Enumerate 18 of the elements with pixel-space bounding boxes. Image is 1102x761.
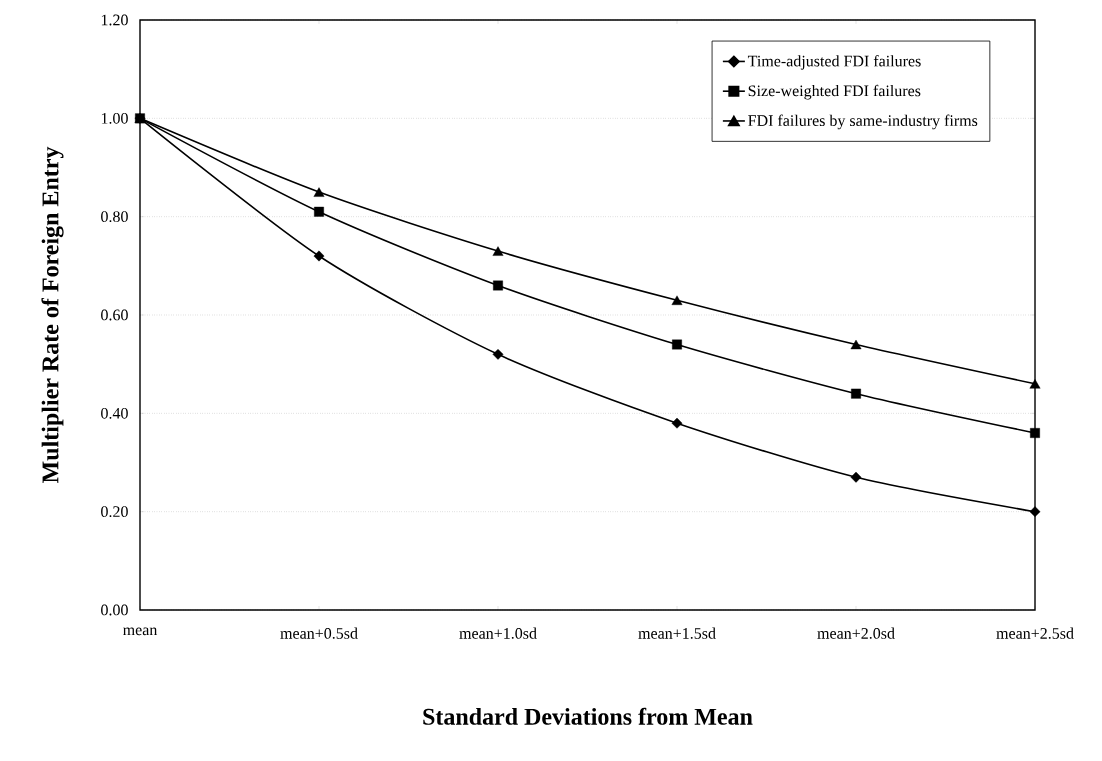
y-axis-title: Multiplier Rate of Foreign Entry: [41, 146, 64, 484]
y-tick-label: 0.60: [101, 309, 128, 321]
y-tick-label: 1.00: [101, 112, 128, 124]
x-tick-label: mean+2.0sd: [817, 627, 895, 639]
x-tick-label: mean+1.5sd: [638, 627, 716, 639]
legend-label: FDI failures by same-industry firms: [748, 114, 978, 130]
x-tick-label: mean+0.5sd: [280, 627, 358, 639]
y-tick-label: 1.20: [101, 14, 128, 26]
legend-label: Size-weighted FDI failures: [748, 84, 921, 100]
y-tick-label: 0.80: [101, 211, 128, 223]
x-tick-label: mean: [123, 627, 158, 636]
x-tick-label: mean+2.5sd: [996, 627, 1074, 639]
legend-label: Time-adjusted FDI failures: [747, 55, 921, 70]
y-tick-label: 0.20: [101, 506, 128, 518]
y-tick-label: 0.40: [101, 407, 128, 419]
x-axis-title: Standard Deviations from Mean: [423, 707, 753, 725]
x-tick-label: mean+1.0sd: [459, 627, 537, 639]
y-tick-label: 0.00: [101, 604, 128, 616]
